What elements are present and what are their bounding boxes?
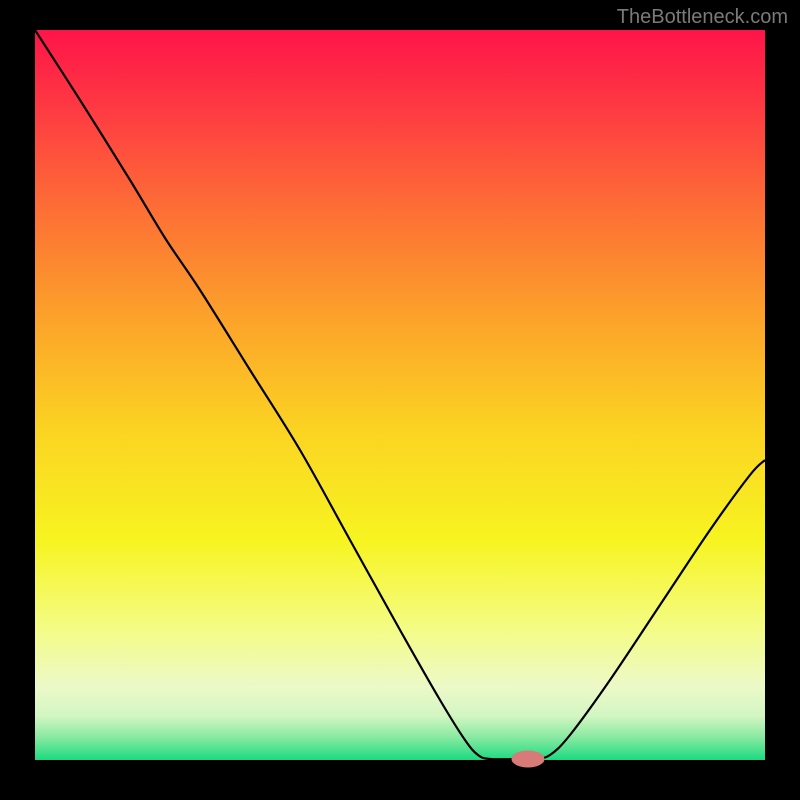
attribution-label: TheBottleneck.com <box>617 6 788 29</box>
chart-gradient-bg <box>35 30 765 760</box>
chart-svg <box>0 0 800 800</box>
optimal-marker <box>512 751 544 767</box>
bottleneck-chart: TheBottleneck.com <box>0 0 800 800</box>
